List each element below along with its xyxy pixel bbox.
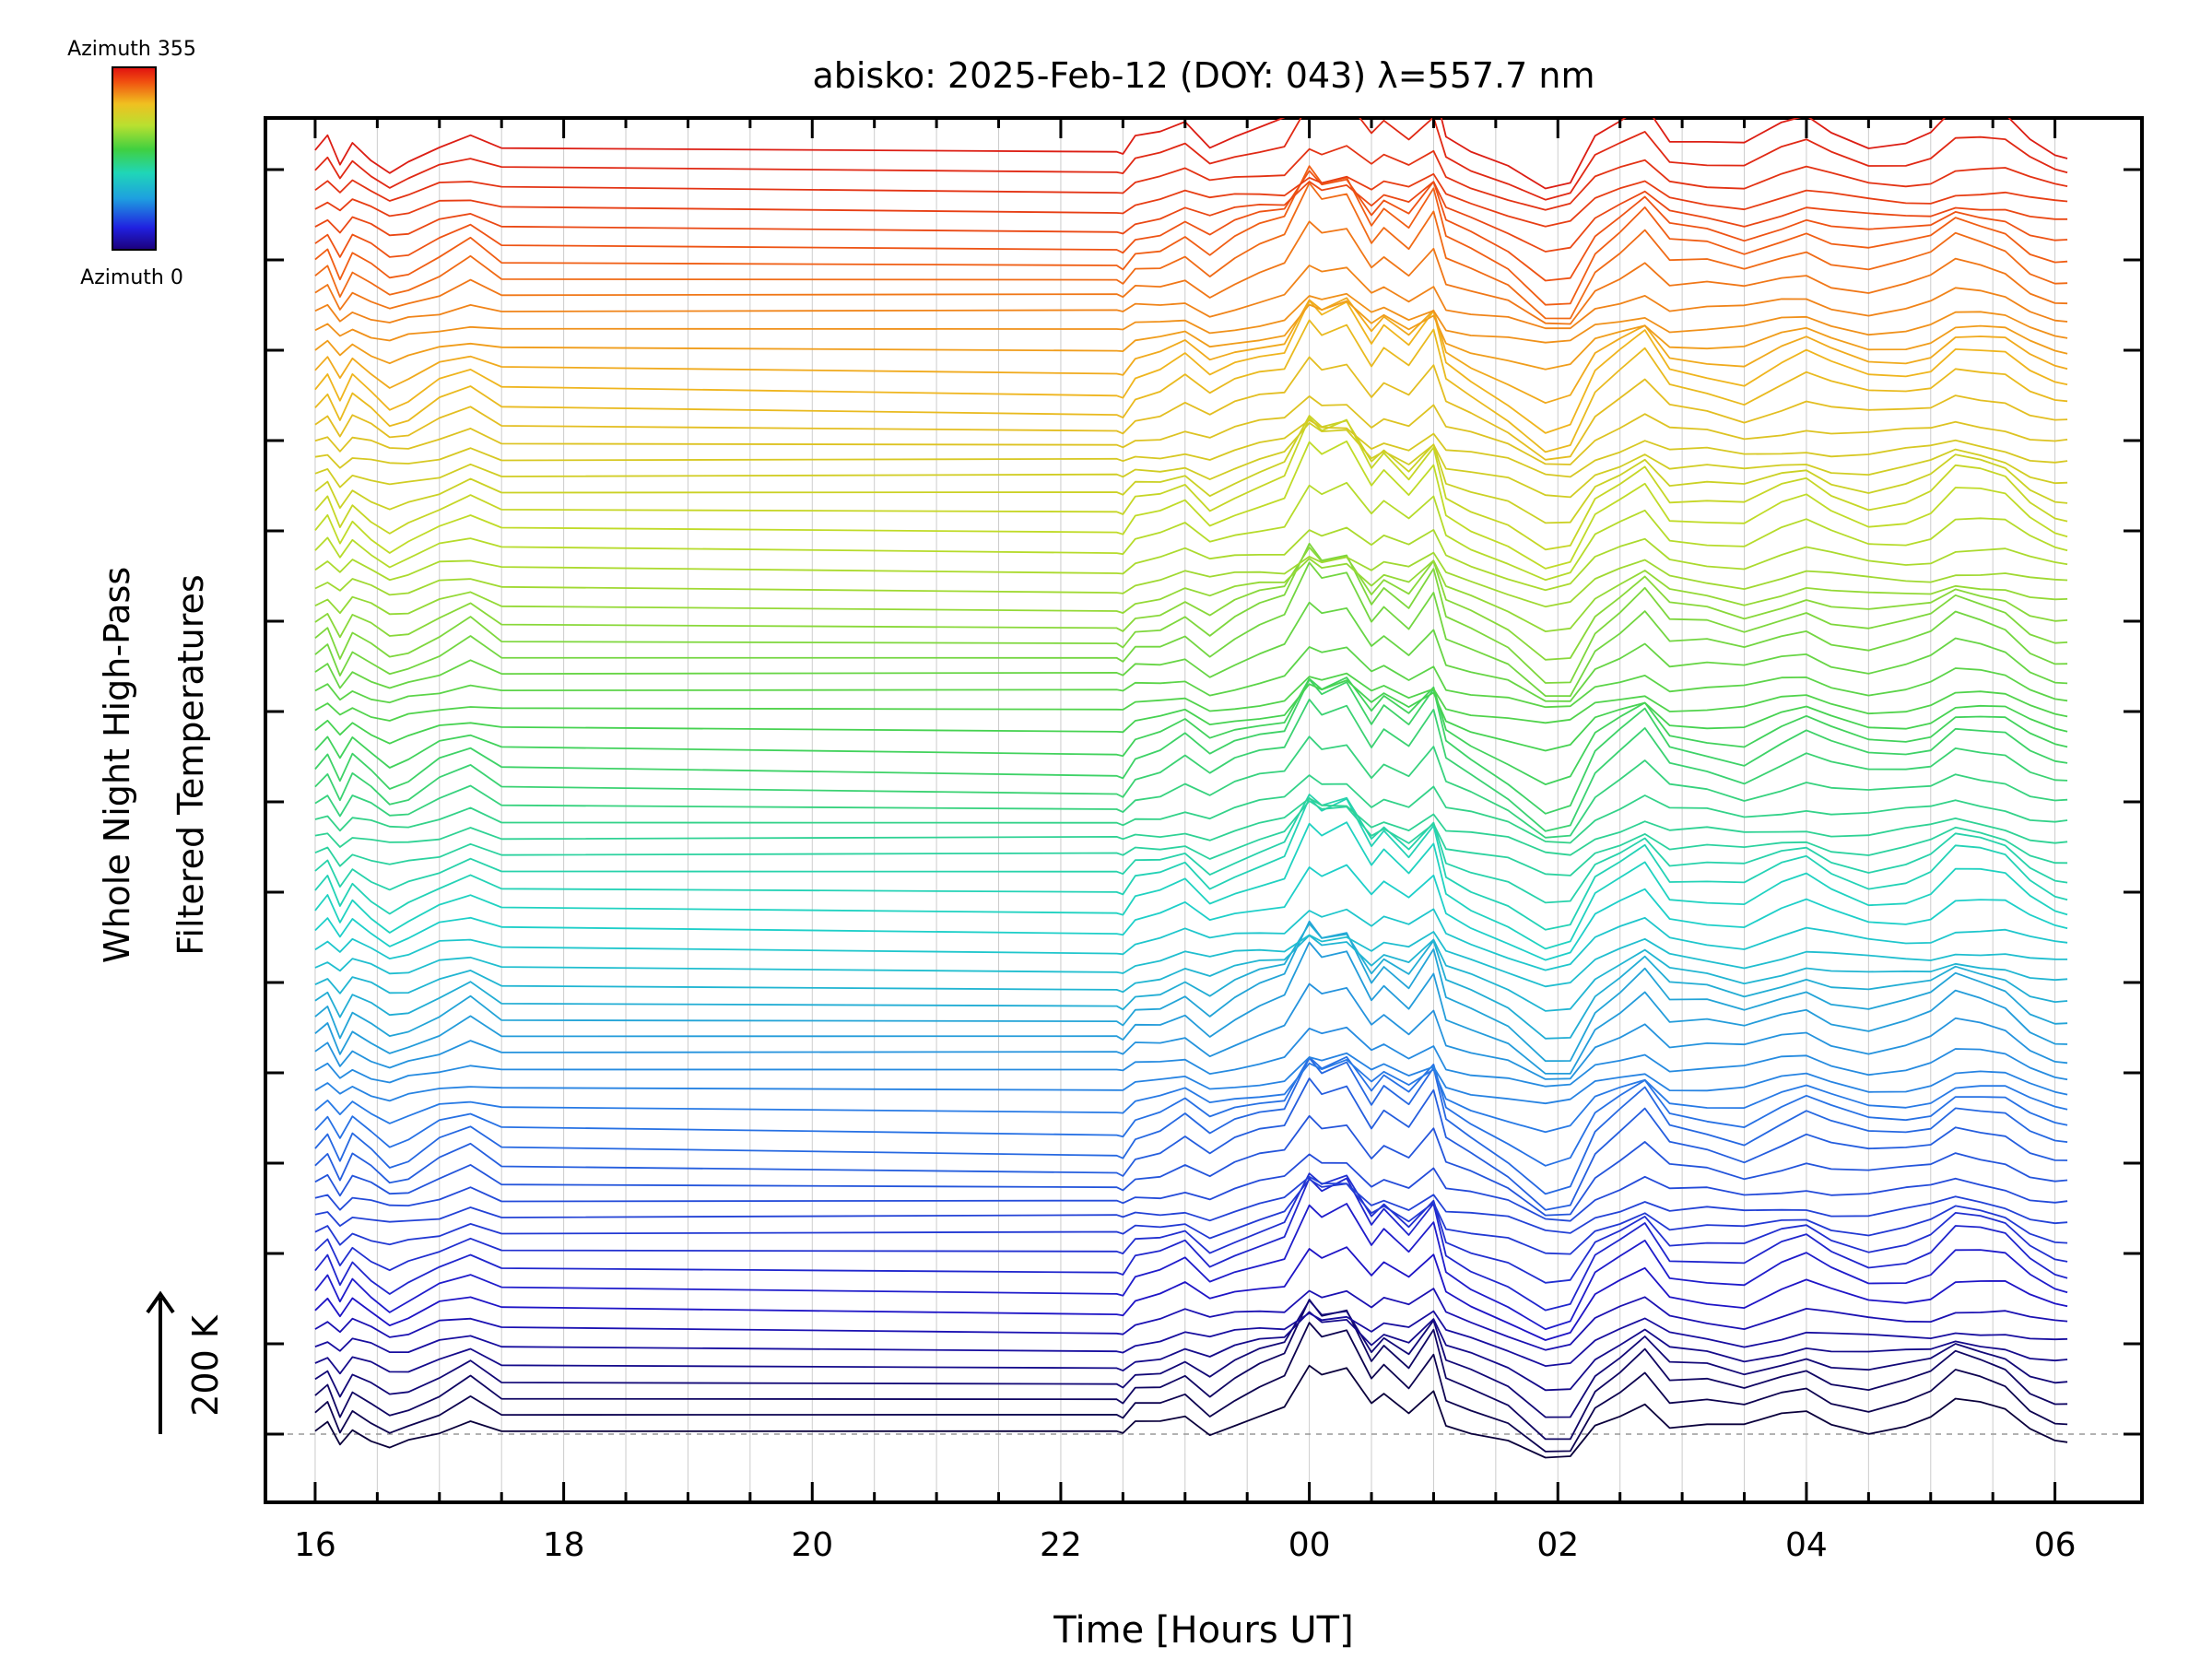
series-line-az-25 <box>314 1310 2068 1367</box>
series-line-az-10 <box>314 1299 2068 1441</box>
series-line-az-255 <box>314 417 2068 551</box>
series-line-az-210 <box>314 601 2068 702</box>
series-line-az-20 <box>314 1311 2068 1392</box>
series-line-az-305 <box>314 292 2068 344</box>
x-tick-label: 16 <box>294 1526 336 1564</box>
series-line-az-340 <box>314 172 2068 228</box>
scale-label: 200 K <box>185 1314 226 1417</box>
colorbar-top-label: Azimuth 355 <box>67 38 196 61</box>
series-line-az-140 <box>314 864 2068 961</box>
series-line-az-165 <box>314 797 2068 856</box>
colorbar-gradient <box>112 66 157 251</box>
scale-arrow <box>146 1290 175 1434</box>
series-line-az-55 <box>314 1178 2068 1255</box>
series-line-az-155 <box>314 794 2068 904</box>
x-tick-label: 06 <box>2034 1526 2077 1564</box>
x-tick-label: 18 <box>543 1526 585 1564</box>
y-axis-label-line2: Filtered Temperatures <box>171 574 211 955</box>
series-line-az-30 <box>314 1288 2068 1351</box>
series-line-az-110 <box>314 941 2068 1075</box>
series-line-az-135 <box>314 908 2068 971</box>
x-tick-label: 04 <box>1785 1526 1828 1564</box>
series-line-az-150 <box>314 796 2068 931</box>
series-line-az-0 <box>314 1364 2068 1459</box>
series-line-az-215 <box>314 561 2068 698</box>
series-line-az-290 <box>314 300 2068 434</box>
series-line-az-320 <box>314 182 2068 320</box>
series-line-az-75 <box>314 1077 2068 1211</box>
x-axis-label: Time [Hours UT] <box>1053 1609 1353 1652</box>
series-line-az-85 <box>314 1055 2068 1167</box>
series-line-az-115 <box>314 920 2068 1063</box>
series-line-az-170 <box>314 774 2068 844</box>
series-line-az-80 <box>314 1057 2068 1195</box>
series-line-az-5 <box>314 1322 2068 1453</box>
series-line-az-205 <box>314 646 2068 709</box>
series-line-az-145 <box>314 821 2068 950</box>
x-tick-label: 20 <box>791 1526 833 1564</box>
series-line-az-15 <box>314 1300 2068 1418</box>
series-line-az-230 <box>314 558 2068 632</box>
series-line-az-315 <box>314 220 2068 325</box>
series-line-az-40 <box>314 1203 2068 1330</box>
series-line-az-35 <box>314 1246 2068 1341</box>
colorbar-legend: Azimuth 355 Azimuth 0 <box>67 38 196 289</box>
series-line-az-325 <box>314 165 2068 306</box>
series-line-az-190 <box>314 677 2068 785</box>
chart-title: abisko: 2025-Feb-12 (DOY: 043) λ=557.7 n… <box>812 55 1594 96</box>
y-axis-label-line1: Whole Night High-Pass <box>97 567 137 963</box>
series-line-az-225 <box>314 547 2068 661</box>
x-tick-label: 02 <box>1536 1526 1579 1564</box>
series-lines <box>314 118 2068 1459</box>
series-line-az-250 <box>314 440 2068 570</box>
series-line-az-180 <box>314 699 2068 832</box>
series-line-az-220 <box>314 542 2068 684</box>
series-line-az-300 <box>314 300 2068 371</box>
series-line-az-275 <box>314 395 2068 465</box>
x-tick-label: 22 <box>1040 1526 1082 1564</box>
series-line-az-280 <box>314 356 2068 461</box>
series-line-az-350 <box>314 118 2068 201</box>
series-line-az-335 <box>314 181 2068 253</box>
series-line-az-70 <box>314 1114 2068 1217</box>
series-line-az-120 <box>314 923 2068 1040</box>
series-line-az-355 <box>314 118 2068 190</box>
series-line-az-90 <box>314 1058 2068 1134</box>
series-line-az-50 <box>314 1172 2068 1284</box>
series-line-az-45 <box>314 1177 2068 1312</box>
series-line-az-310 <box>314 265 2068 330</box>
colorbar-bottom-label: Azimuth 0 <box>80 266 183 289</box>
series-line-az-330 <box>314 170 2068 282</box>
series-line-az-270 <box>314 418 2068 478</box>
series-line-az-295 <box>314 297 2068 405</box>
series-line-az-185 <box>314 678 2068 815</box>
series-line-az-60 <box>314 1175 2068 1234</box>
series-line-az-200 <box>314 672 2068 724</box>
series-line-az-195 <box>314 679 2068 752</box>
series-line-az-240 <box>314 526 2068 592</box>
series-line-az-100 <box>314 1026 2068 1088</box>
series-line-az-130 <box>314 931 2068 988</box>
series-line-az-265 <box>314 422 2068 499</box>
series-line-az-160 <box>314 800 2068 877</box>
axis-ticks <box>265 118 2142 1502</box>
x-tick-label: 00 <box>1288 1526 1331 1564</box>
series-line-az-285 <box>314 319 2068 453</box>
series-line-az-235 <box>314 551 2068 608</box>
series-line-az-105 <box>314 982 2068 1080</box>
series-line-az-95 <box>314 1052 2068 1105</box>
series-line-az-245 <box>314 481 2068 582</box>
series-line-az-65 <box>314 1153 2068 1222</box>
x-tick-labels: 16 18 20 22 00 02 04 06 <box>294 1526 2076 1564</box>
series-line-az-260 <box>314 415 2068 524</box>
series-line-az-175 <box>314 735 2068 839</box>
series-line-az-345 <box>314 145 2068 211</box>
series-line-az-125 <box>314 935 2068 1012</box>
plot-frame <box>264 116 2144 1504</box>
